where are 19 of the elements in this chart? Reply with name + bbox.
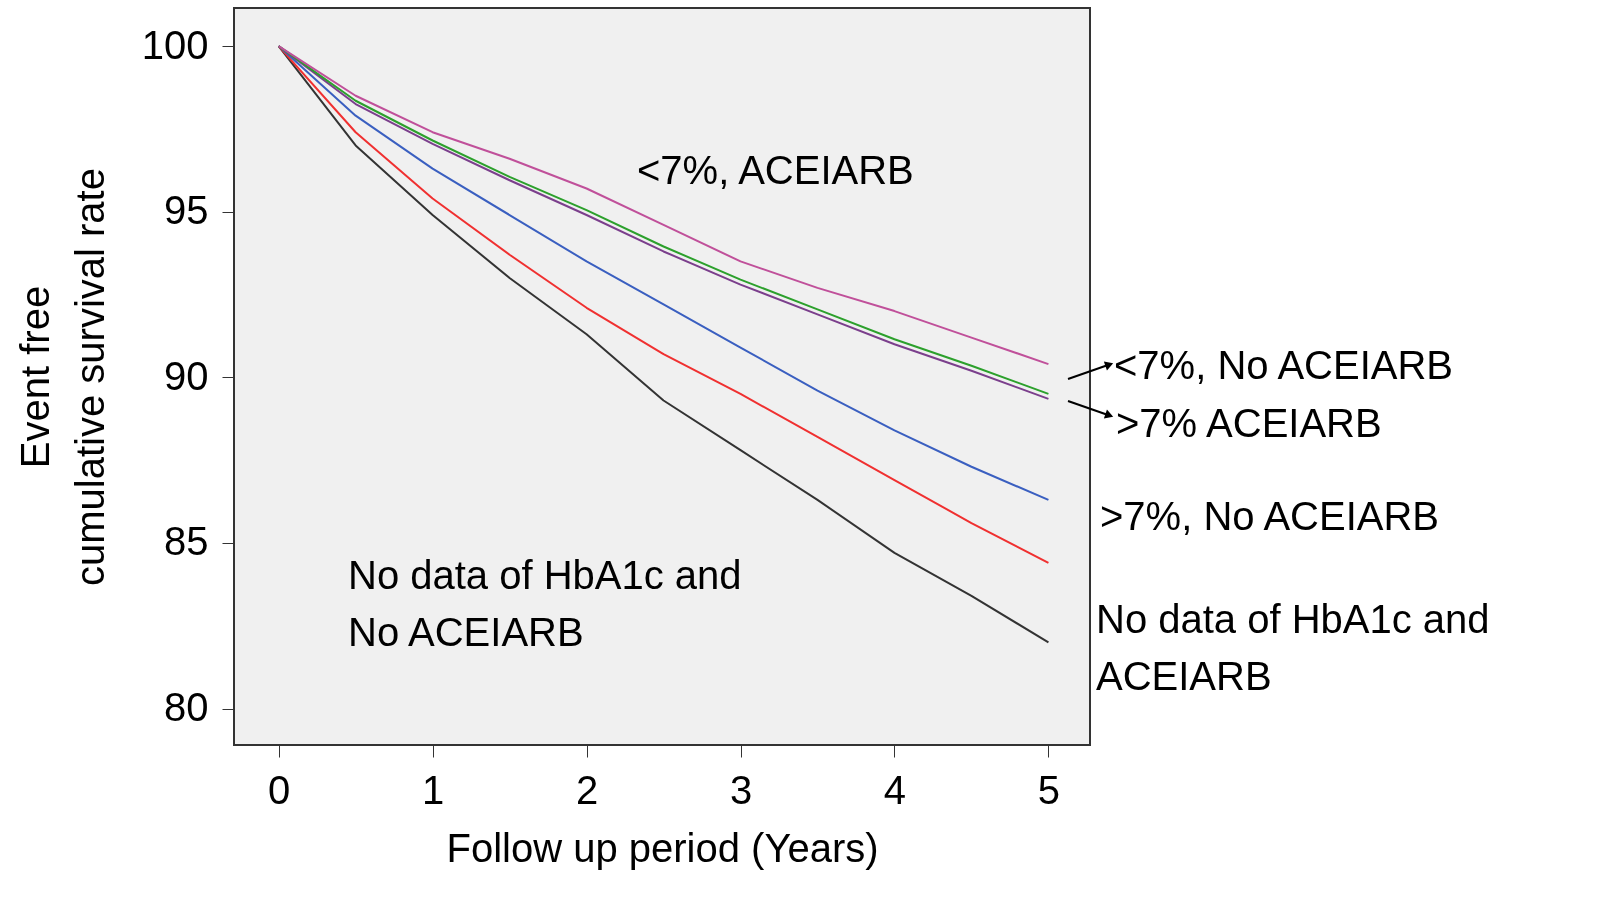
- y-tick-label: 85: [164, 519, 209, 564]
- x-tick-label: 4: [883, 767, 907, 812]
- text: >7%, No ACEIARB: [1100, 494, 1440, 538]
- annotation: <7%, ACEIARB: [637, 148, 914, 192]
- y-axis-title: Event free cumulative survival rate: [12, 168, 112, 586]
- x-tick-label: 1: [421, 767, 445, 812]
- y-tick-label: 90: [164, 353, 209, 398]
- x-tick-label: 0: [268, 767, 291, 812]
- x-tick-label: 3: [729, 767, 753, 812]
- y-tick-label: 95: [164, 188, 209, 233]
- y-tick-label: 100: [141, 22, 209, 67]
- text: No data of HbA1c and ACEIARB: [1096, 597, 1490, 698]
- y-tick-label: 80: [164, 685, 209, 730]
- x-tick-label: 5: [1037, 767, 1061, 812]
- text: <7%, No ACEIARB: [1114, 343, 1454, 387]
- x-axis-title: Follow up period (Years): [446, 825, 879, 870]
- x-tick-label: 2: [575, 767, 599, 812]
- annotation: No data of HbA1c and No ACEIARB: [348, 553, 742, 654]
- text: >7% ACEIARB: [1116, 401, 1382, 445]
